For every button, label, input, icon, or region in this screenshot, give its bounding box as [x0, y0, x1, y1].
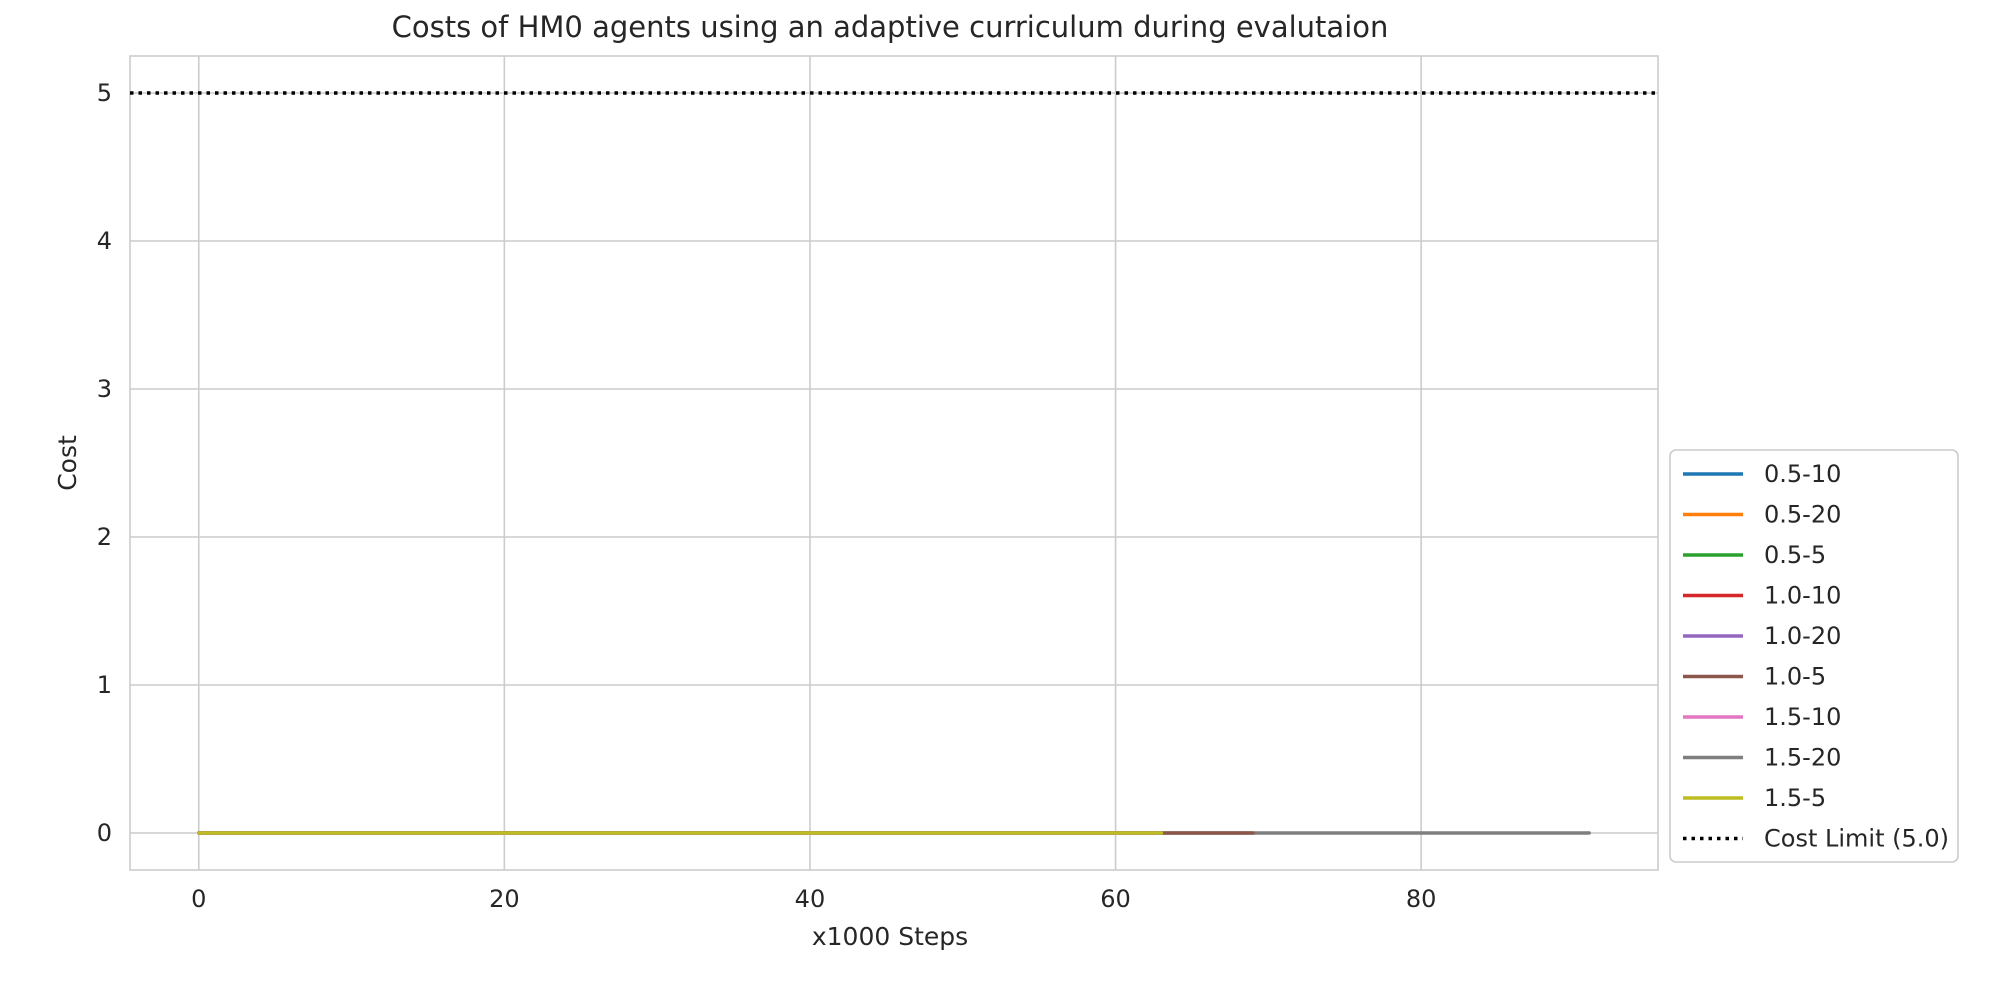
- x-tick-label: 20: [489, 885, 520, 913]
- legend-label: 0.5-20: [1764, 501, 1841, 529]
- legend-label: 1.5-5: [1764, 784, 1826, 812]
- y-tick-label: 1: [97, 671, 112, 699]
- x-axis-label: x1000 Steps: [812, 922, 968, 951]
- legend: 0.5-10 0.5-20 0.5-5 1.0-10 1.0-20 1.0-5 1.5-10…: [1669, 449, 1959, 863]
- y-axis-ticks: 0 1 2 3 4 5: [97, 79, 112, 847]
- y-tick-label: 0: [97, 819, 112, 847]
- x-axis-ticks: 0 20 40 60 80: [191, 885, 1436, 913]
- y-axis-label: Cost: [53, 435, 82, 491]
- x-tick-label: 60: [1100, 885, 1131, 913]
- x-tick-label: 80: [1406, 885, 1437, 913]
- legend-label: 1.0-5: [1764, 663, 1826, 691]
- y-tick-label: 3: [97, 375, 112, 403]
- legend-label: Cost Limit (5.0): [1764, 825, 1949, 853]
- plot-frame: [129, 55, 1659, 871]
- y-tick-label: 4: [97, 227, 112, 255]
- legend-label: 0.5-10: [1764, 460, 1841, 488]
- plot-area: [129, 55, 1659, 871]
- x-tick-label: 40: [795, 885, 826, 913]
- y-tick-label: 2: [97, 523, 112, 551]
- legend-label: 1.5-10: [1764, 703, 1841, 731]
- legend-label: 1.0-20: [1764, 622, 1841, 650]
- chart-title: Costs of HM0 agents using an adaptive cu…: [392, 10, 1389, 44]
- x-tick-label: 0: [191, 885, 206, 913]
- y-tick-label: 5: [97, 79, 112, 107]
- legend-label: 1.5-20: [1764, 744, 1841, 772]
- legend-items: 0.5-10 0.5-20 0.5-5 1.0-10 1.0-20 1.0-5 1.5-10…: [1683, 460, 1949, 853]
- legend-label: 1.0-10: [1764, 582, 1841, 610]
- legend-label: 0.5-5: [1764, 541, 1826, 569]
